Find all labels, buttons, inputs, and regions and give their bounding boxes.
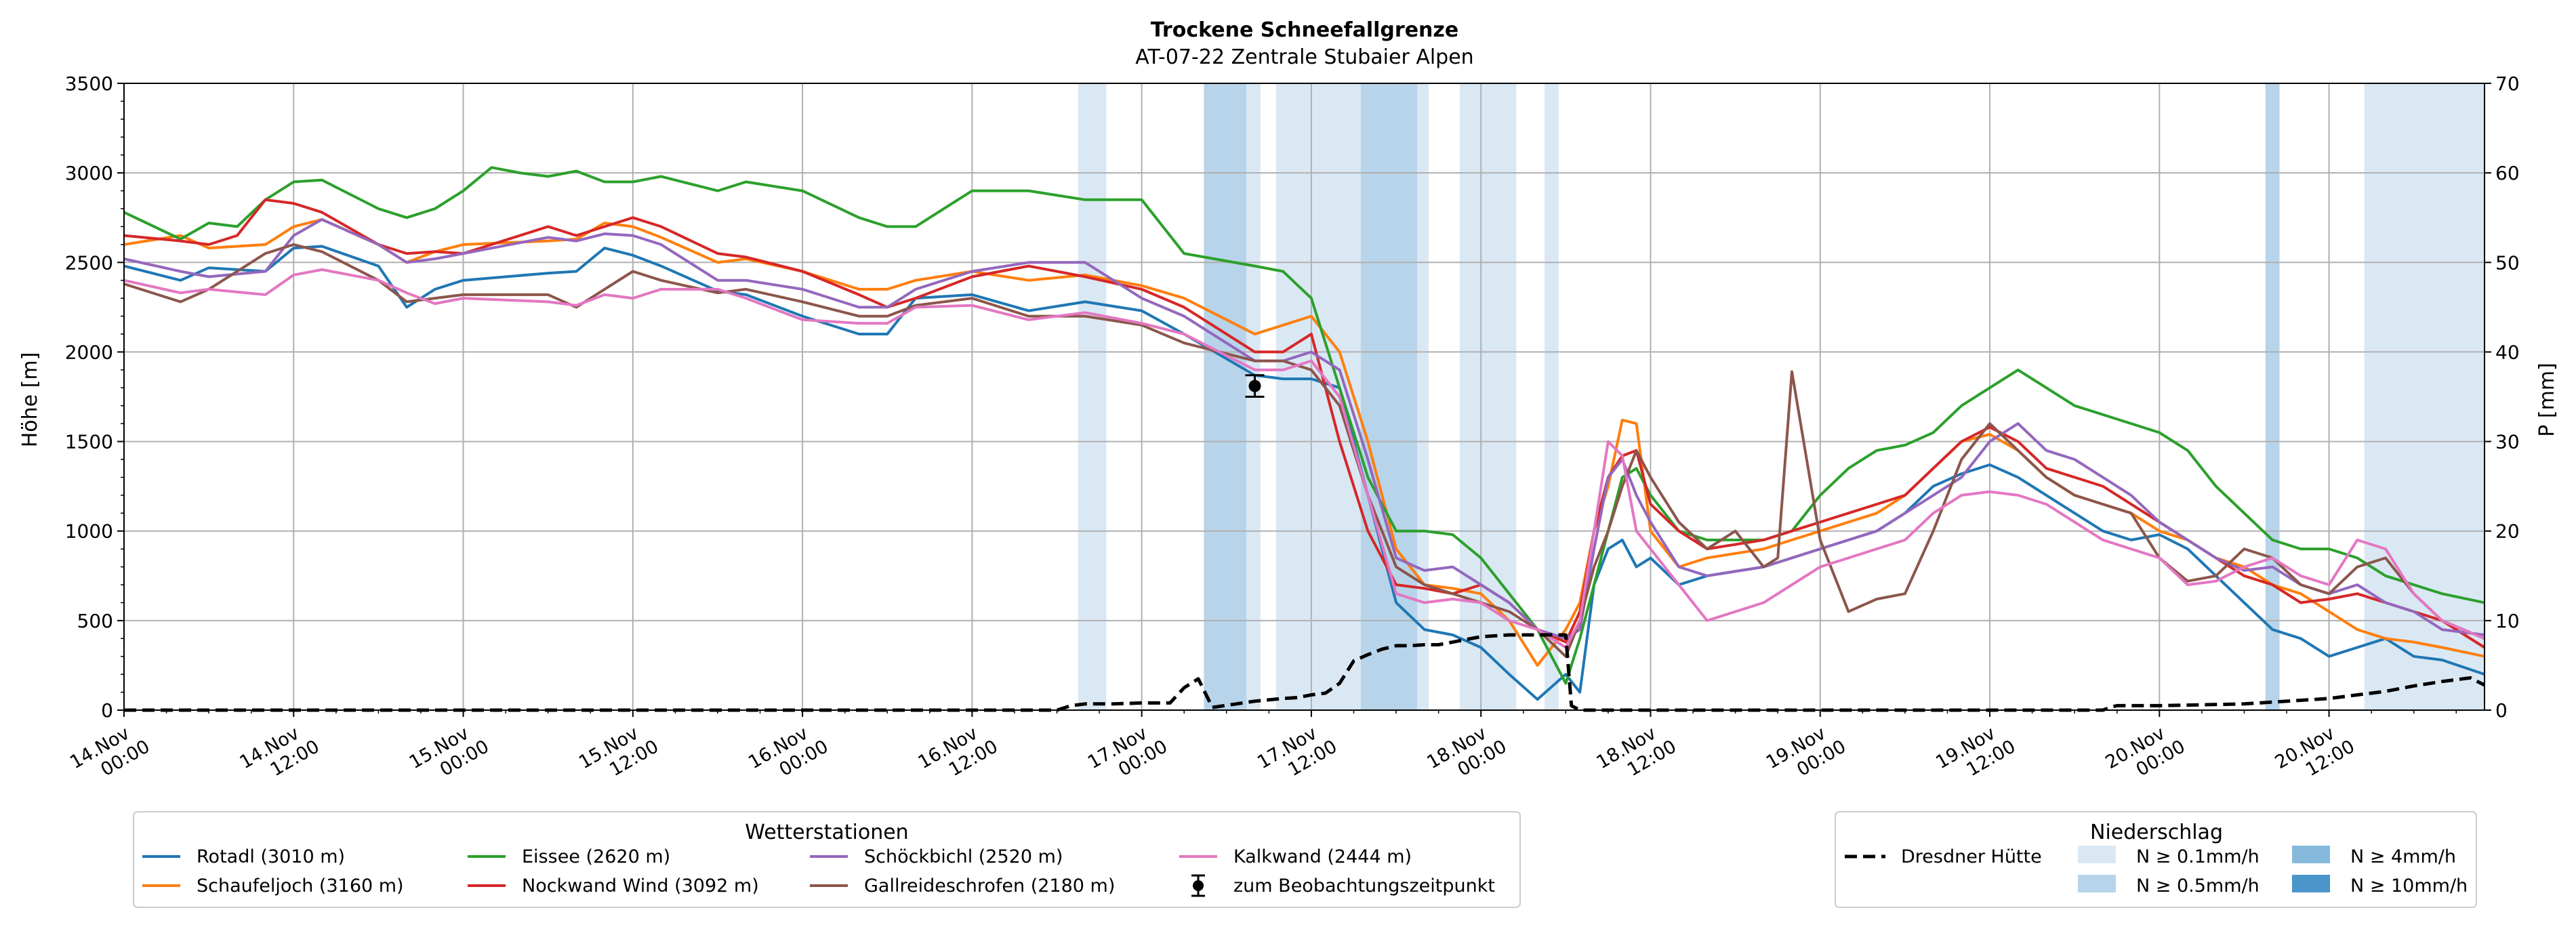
y-tick-label-4: 2000 [65, 341, 113, 363]
precip-band-6 [1459, 83, 1517, 710]
y-right-tick-label-0: 0 [2495, 699, 2508, 722]
precip-band-7 [1545, 83, 1559, 710]
station-legend-box [133, 811, 1521, 908]
precip-legend-label-0: N ≥ 0.1mm/h [2136, 846, 2260, 867]
precip-line-group [124, 633, 2486, 712]
precip-legend-title: Niederschlag [2090, 821, 2223, 844]
station-legend-label-5: Gallreideschrofen (2180 m) [864, 875, 1115, 896]
series-line-4 [123, 218, 2485, 640]
precip-legend-swatch-1 [2078, 875, 2116, 892]
precip-legend-label-2: N ≥ 4mm/h [2350, 846, 2456, 867]
y-tick-label-7: 3500 [65, 73, 113, 95]
station-legend-title: Wetterstationen [745, 821, 908, 844]
y-axis-right-ticks: 0 10 20 30 40 50 60 70 [2485, 73, 2520, 722]
precip-line [124, 633, 2486, 712]
precip-legend-swatch-0 [2078, 846, 2116, 863]
y-right-tick-label-2: 20 [2495, 520, 2520, 543]
precip-band-5 [1417, 83, 1429, 710]
y-right-tick-label-4: 40 [2495, 341, 2520, 363]
precip-legend-label-1: N ≥ 0.5mm/h [2136, 875, 2260, 896]
y-axis-ticks: 0 500 1000 1500 2000 2500 3000 3500 [65, 73, 124, 722]
series-line-1 [123, 218, 2485, 667]
series-line-0 [123, 245, 2485, 701]
chart-subtitle: AT-07-22 Zentrale Stubaier Alpen [1135, 45, 1473, 69]
y-right-tick-label-5: 50 [2495, 251, 2520, 274]
precip-band-1 [1204, 83, 1246, 710]
y-right-tick-label-6: 60 [2495, 162, 2520, 184]
series-line-6 [123, 268, 2485, 649]
y-tick-label-3: 1500 [65, 431, 113, 453]
series-lines [123, 166, 2486, 701]
observation-marker [1248, 379, 1261, 392]
station-legend-label-1: Schaufeljoch (3160 m) [197, 875, 404, 896]
precip-legend-swatch-2 [2292, 846, 2330, 863]
precip-legend-label-3: N ≥ 10mm/h [2350, 875, 2468, 896]
y-tick-label-6: 3000 [65, 162, 113, 184]
plot-frame [123, 83, 2485, 711]
precip-legend-line-label: Dresdner Hütte [1901, 846, 2042, 867]
precip-band-0 [1078, 83, 1107, 710]
station-legend-label-4: Schöckbichl (2520 m) [864, 846, 1063, 867]
precip-band-8 [2265, 83, 2280, 710]
station-legend-label-3: Nockwand Wind (3092 m) [522, 875, 759, 896]
series-line-2 [123, 166, 2485, 685]
precip-band-4 [1360, 83, 1418, 710]
station-legend: Wetterstationen Rotadl (3010 m) Schaufelj… [133, 811, 1521, 908]
station-legend-label-2: Eissee (2620 m) [522, 846, 670, 867]
observation-marker-group [1245, 374, 1265, 398]
y-tick-label-2: 1000 [65, 520, 113, 543]
station-legend-label-0: Rotadl (3010 m) [197, 846, 345, 867]
y-tick-label-5: 2500 [65, 251, 113, 274]
y-right-tick-label-3: 30 [2495, 431, 2520, 453]
y-right-tick-label-1: 10 [2495, 610, 2520, 632]
precip-legend-swatch-3 [2292, 875, 2330, 892]
station-legend-label-7: zum Beobachtungszeitpunkt [1233, 875, 1495, 896]
series-line-5 [123, 243, 2485, 658]
chart-title: Trockene Schneefallgrenze [1151, 18, 1458, 42]
y-tick-label-1: 500 [77, 610, 113, 632]
precip-legend: Niederschlag Dresdner Hütte N ≥ 0.1mm/h N … [1835, 811, 2477, 908]
y-axis-right-label: P [mm] [2535, 363, 2559, 436]
observation-legend-marker [1193, 880, 1204, 891]
y-tick-label-0: 0 [101, 699, 113, 722]
precip-intensity-bands [1078, 83, 2485, 710]
station-legend-label-6: Kalkwand (2444 m) [1233, 846, 1412, 867]
y-axis-label: Höhe [m] [18, 352, 42, 448]
y-right-tick-label-7: 70 [2495, 73, 2520, 95]
